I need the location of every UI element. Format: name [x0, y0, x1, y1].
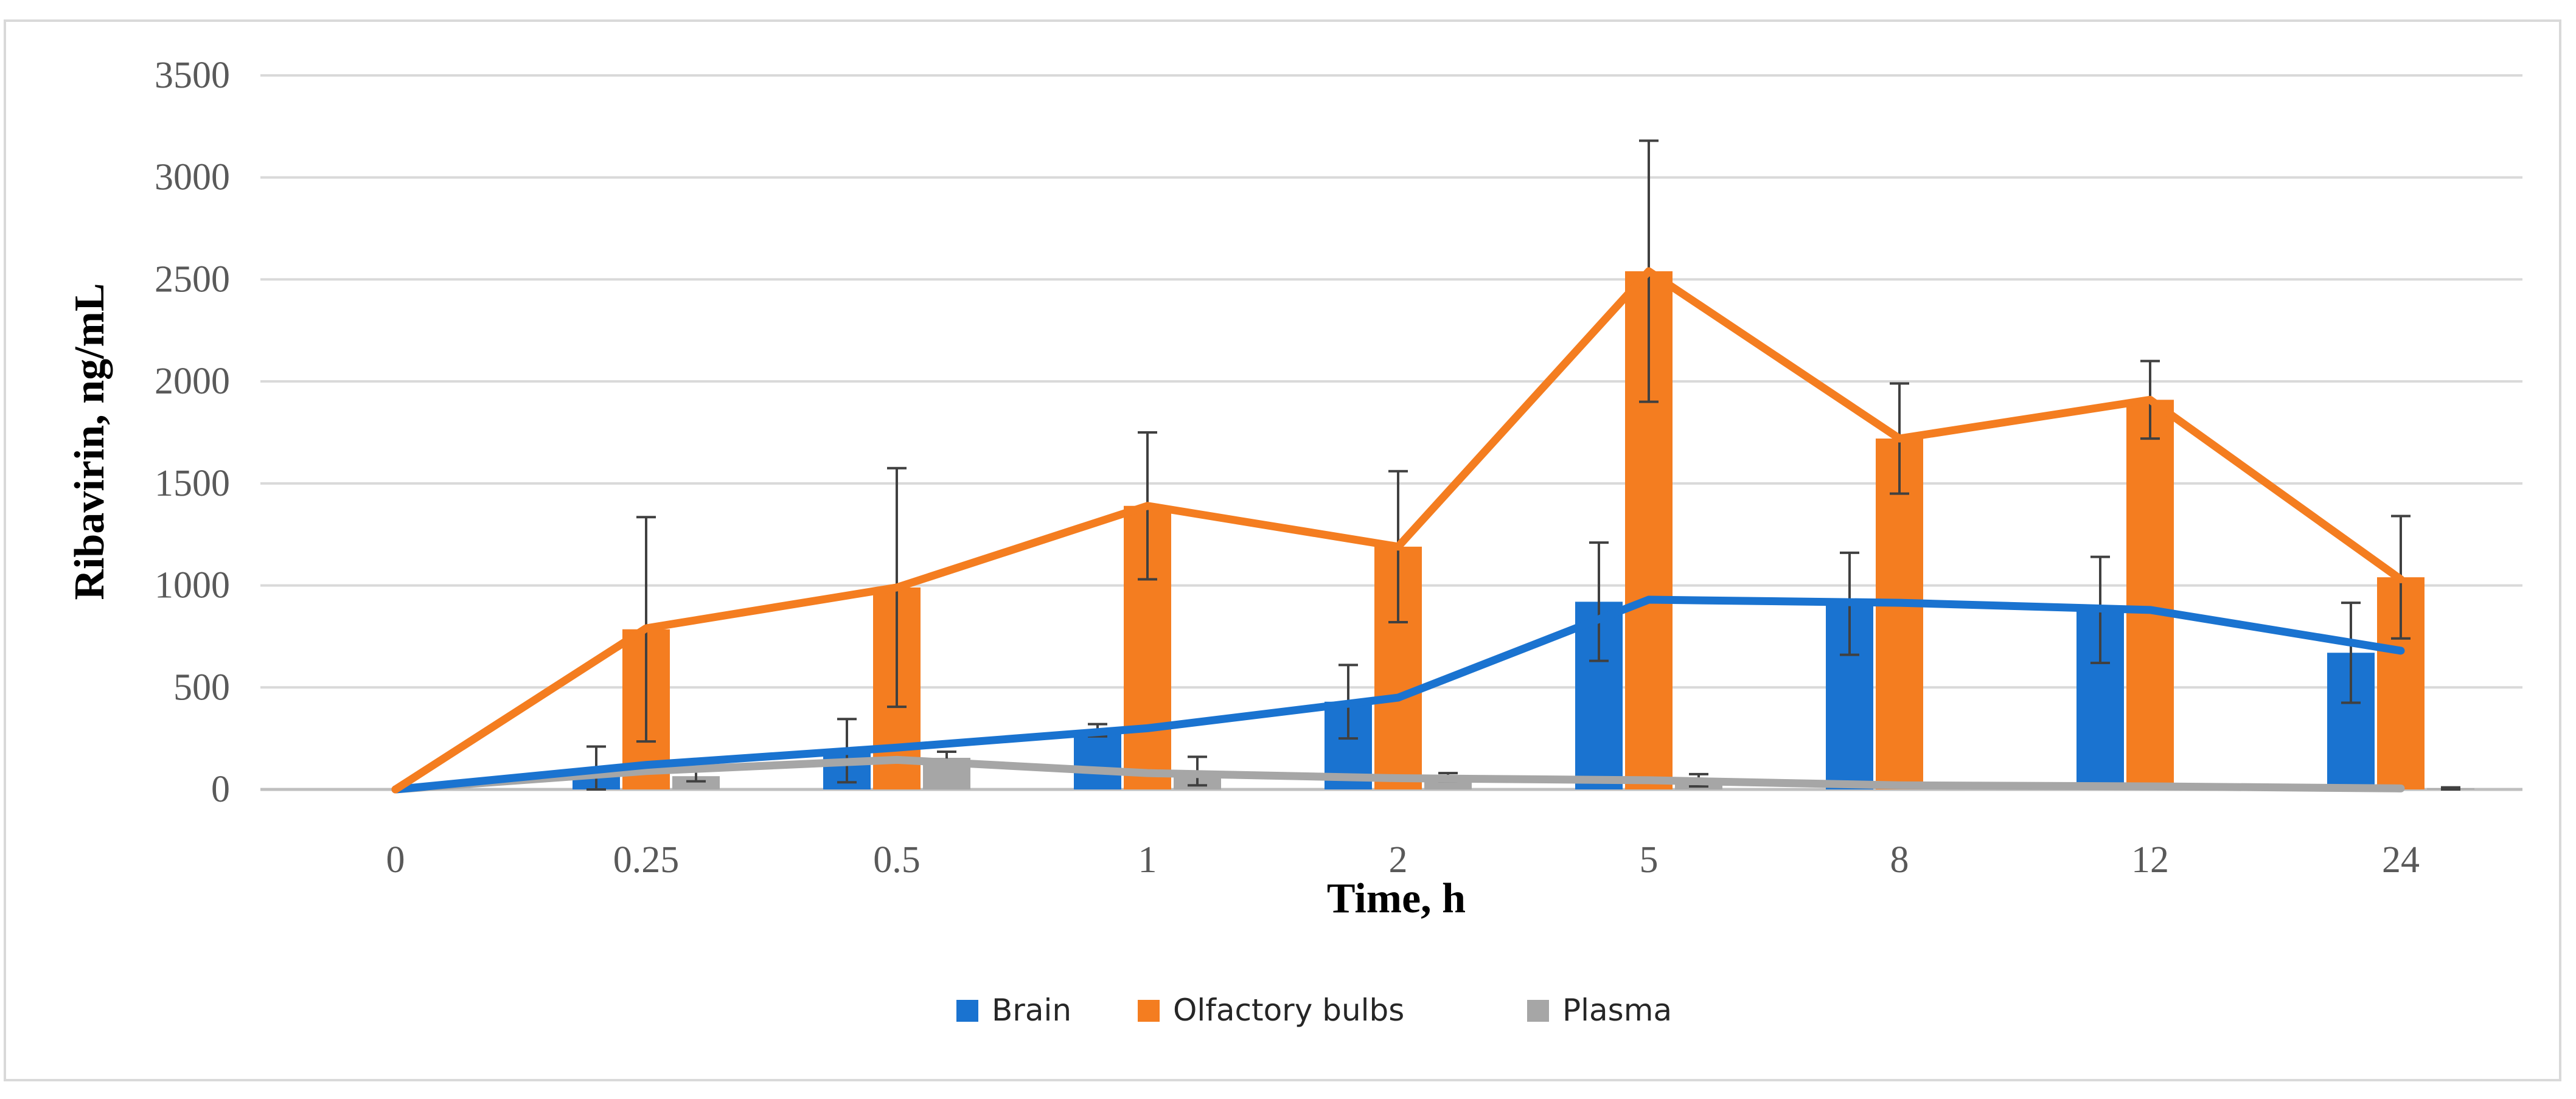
y-tick-label: 1500 [155, 463, 230, 504]
x-tick-label: 0.5 [873, 839, 921, 881]
error-bar-brain [1589, 541, 1609, 662]
legend-swatch-brain [956, 1000, 978, 1022]
error-bar-brain [2341, 602, 2361, 704]
y-axis-title: Ribavirin, ng/mL [66, 283, 113, 600]
legend-item-plasma: Plasma [1527, 993, 1672, 1028]
legend-item-brain: Brain [956, 993, 1071, 1028]
line-brain [391, 595, 2405, 794]
bars [573, 271, 2474, 789]
bar-olfactory-bulbs [1876, 439, 1923, 789]
x-axis-title: Time, h [1327, 875, 1466, 922]
legend-swatch-olfactory-bulbs [1138, 1000, 1160, 1022]
y-tick-label: 2000 [155, 361, 230, 402]
y-tick-label: 3500 [155, 55, 230, 96]
legend-item-olfactory-bulbs: Olfactory bulbs [1138, 993, 1404, 1028]
y-tick-label: 3000 [155, 157, 230, 198]
line-plasma [391, 755, 2405, 794]
x-tick-label: 0.25 [613, 839, 680, 881]
error-bars [587, 139, 2460, 791]
series-lines [391, 267, 2405, 794]
line-olfactory-bulbs [391, 267, 2405, 794]
y-tick-label: 2500 [155, 258, 230, 300]
bar-brain [1074, 730, 1121, 789]
legend-label-olfactory-bulbs: Olfactory bulbs [1173, 993, 1404, 1028]
y-tick-label: 0 [211, 769, 230, 810]
bar-olfactory-bulbs [2126, 400, 2174, 789]
y-tick-label: 500 [173, 667, 230, 708]
legend-swatch-plasma [1527, 1000, 1549, 1022]
x-tick-label: 12 [2131, 839, 2169, 881]
legend-label-plasma: Plasma [1562, 993, 1672, 1028]
x-tick-label: 2 [1389, 839, 1408, 881]
chart-frame: 0 500 1000 1500 2000 2500 3000 3500 0 0.25 0.5 1 2 5 8… [4, 19, 2561, 1081]
x-tick-label: 8 [1890, 839, 1909, 881]
legend-label-brain: Brain [992, 993, 1071, 1028]
y-tick-label: 1000 [155, 565, 230, 606]
x-tick-label: 1 [1138, 839, 1157, 881]
x-tick-label: 5 [1640, 839, 1659, 881]
bar-plasma [672, 776, 720, 789]
x-tick-label: 24 [2382, 839, 2420, 881]
legend: Brain Olfactory bulbs Plasma [956, 993, 1672, 1028]
x-tick-label: 0 [386, 839, 405, 881]
error-bar-plasma [2441, 786, 2460, 791]
